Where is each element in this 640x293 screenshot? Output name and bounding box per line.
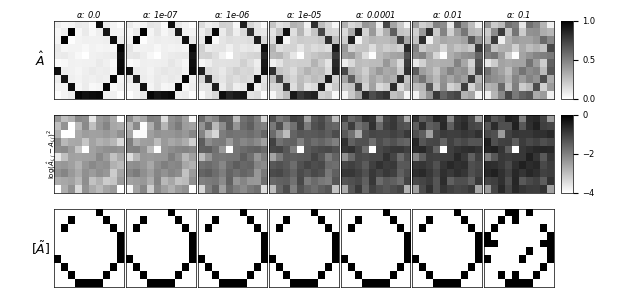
Title: $\alpha$: 0.0001: $\alpha$: 0.0001 [355, 9, 396, 20]
Title: $\alpha$: 0.01: $\alpha$: 0.01 [432, 9, 462, 20]
Y-axis label: $\hat{A}$: $\hat{A}$ [35, 51, 45, 69]
Y-axis label: $[\tilde{A}]$: $[\tilde{A}]$ [31, 239, 50, 257]
Title: $\alpha$: 1e-06: $\alpha$: 1e-06 [214, 9, 251, 20]
Title: $\alpha$: 0.1: $\alpha$: 0.1 [506, 9, 531, 20]
Title: $\alpha$: 0.0: $\alpha$: 0.0 [76, 9, 102, 20]
Y-axis label: $\log(\hat{A}_{i,j} - A_{i,j})^2$: $\log(\hat{A}_{i,j} - A_{i,j})^2$ [45, 129, 58, 179]
Title: $\alpha$: 1e-05: $\alpha$: 1e-05 [285, 9, 323, 20]
Title: $\alpha$: 1e-07: $\alpha$: 1e-07 [142, 9, 179, 20]
